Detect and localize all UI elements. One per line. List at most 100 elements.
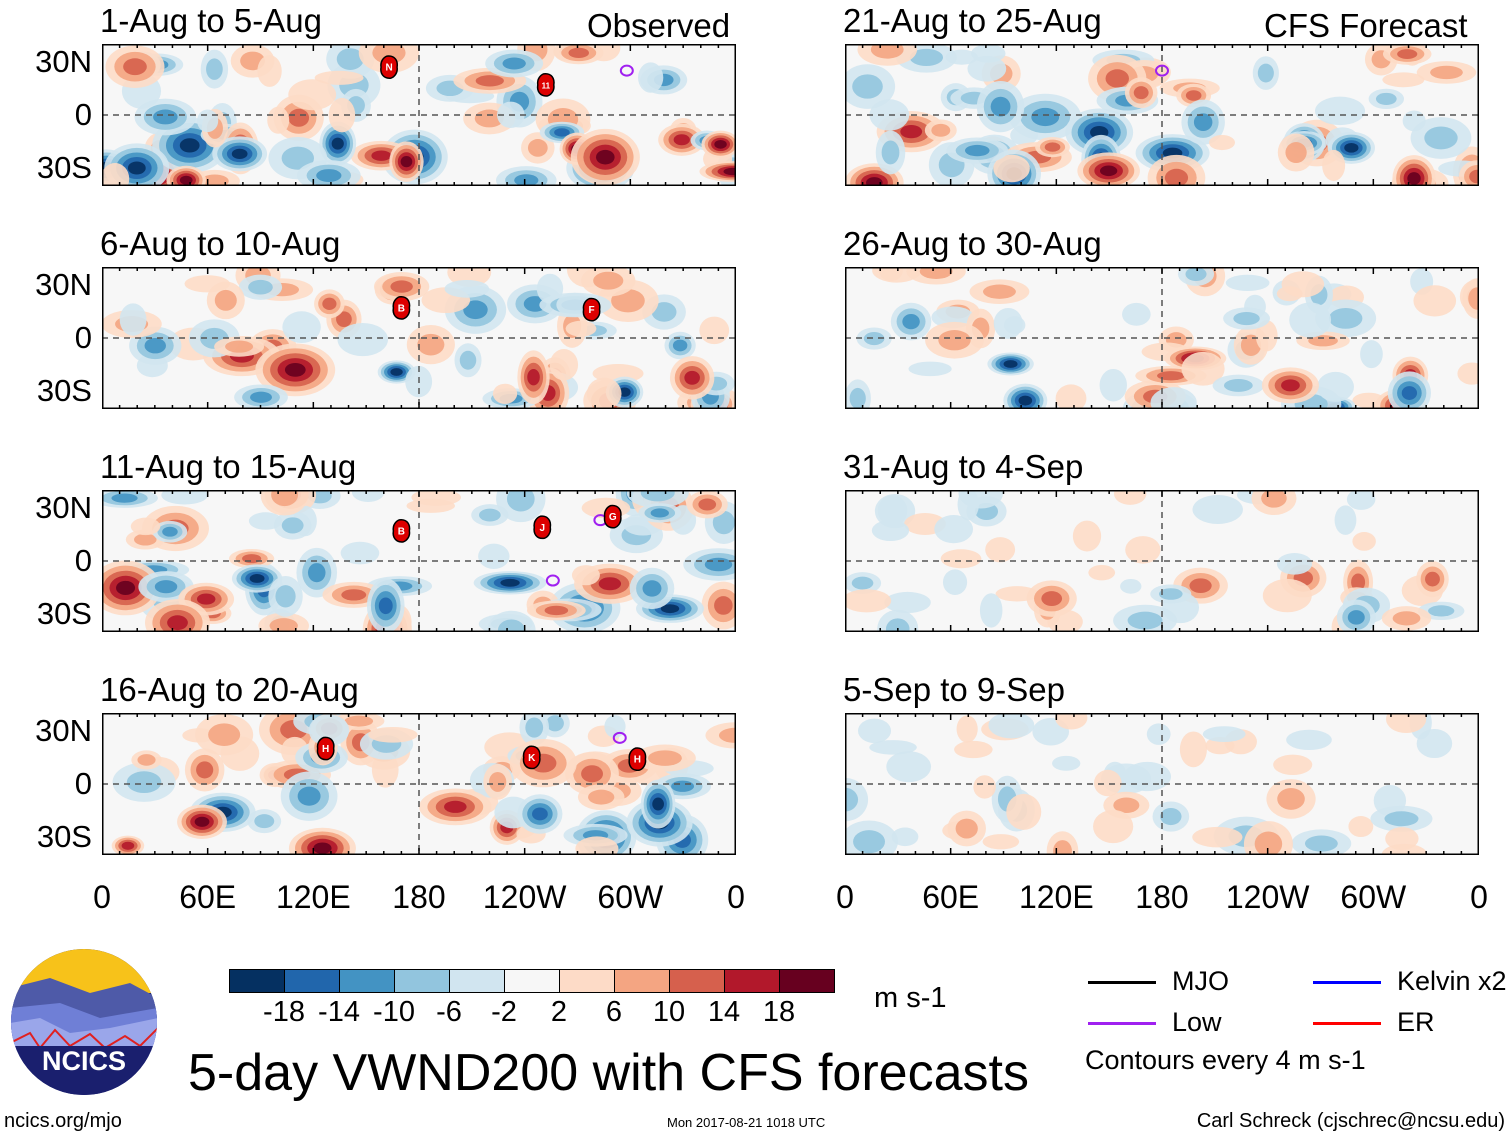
colorbar-tick-label: 6 xyxy=(605,996,623,1028)
anomaly-contour xyxy=(492,383,518,404)
anomaly-contour xyxy=(866,177,883,186)
anomaly-contour xyxy=(878,267,903,281)
lon-label: 120W xyxy=(482,879,567,915)
anomaly-contour xyxy=(1053,840,1072,855)
low-contour xyxy=(619,64,634,77)
panel-title: 21-Aug to 25-Aug xyxy=(843,2,1102,39)
anomaly-contour xyxy=(1179,731,1207,768)
anomaly-contour xyxy=(297,786,321,806)
anomaly-contour xyxy=(288,79,337,111)
footer-url[interactable]: ncics.org/mjo xyxy=(4,1110,122,1132)
anomaly-contour xyxy=(1003,360,1018,368)
anomaly-contour xyxy=(514,174,539,186)
lat-label: 0 xyxy=(74,766,92,801)
anomaly-contour xyxy=(938,330,971,351)
colorbar-tick-label: 14 xyxy=(707,996,741,1028)
anomaly-contour xyxy=(126,771,162,794)
anomaly-contour xyxy=(588,789,615,805)
low-contour xyxy=(1155,64,1169,77)
lat-label: 30S xyxy=(36,150,92,186)
anomaly-contour xyxy=(378,597,393,615)
storm-label: J xyxy=(539,523,545,534)
anomaly-contour xyxy=(196,593,216,605)
anomaly-contour xyxy=(479,508,501,522)
colorbar-swatch xyxy=(780,970,834,992)
anomaly-contour xyxy=(532,807,548,821)
anomaly-contour xyxy=(1346,490,1376,510)
anomaly-contour xyxy=(1375,92,1397,105)
colorbar-tick-label: 18 xyxy=(762,996,796,1028)
anomaly-contour xyxy=(581,765,603,783)
anomaly-contour xyxy=(313,842,332,854)
anomaly-contour xyxy=(1192,495,1243,524)
anomaly-contour xyxy=(1401,386,1418,400)
anomaly-contour xyxy=(549,349,579,381)
anomaly-contour xyxy=(714,140,727,149)
legend-label: ER xyxy=(1397,1007,1435,1037)
storm-label: N xyxy=(385,63,392,74)
anomaly-contour xyxy=(1223,379,1253,392)
panel-title: 1-Aug to 5-Aug xyxy=(100,2,322,39)
anomaly-contour xyxy=(934,514,974,544)
colorbar-swatch xyxy=(450,970,505,992)
anomaly-contour xyxy=(194,816,210,827)
anomaly-contour xyxy=(651,302,677,322)
storm-label: F xyxy=(589,305,595,316)
lat-label: 30S xyxy=(36,819,92,855)
lat-label: 30N xyxy=(35,266,92,302)
anomaly-contour xyxy=(1055,713,1088,730)
anomaly-contour xyxy=(919,267,953,279)
anomaly-contour xyxy=(206,58,223,80)
anomaly-contour xyxy=(1208,134,1235,151)
anomaly-contour xyxy=(390,280,413,293)
anomaly-contour xyxy=(527,369,540,386)
anomaly-contour xyxy=(506,490,535,512)
anomaly-contour xyxy=(546,715,564,732)
anomaly-contour xyxy=(863,332,885,346)
colorbar-swatch xyxy=(615,970,670,992)
lon-label: 120E xyxy=(1018,879,1094,915)
anomaly-contour xyxy=(1099,165,1118,177)
anomaly-contour xyxy=(1202,726,1246,743)
anomaly-contour xyxy=(954,740,993,759)
anomaly-contour xyxy=(1099,368,1127,402)
anomaly-contour xyxy=(1281,271,1325,298)
anomaly-contour xyxy=(1127,611,1163,630)
tropical-cyclone-icon: B xyxy=(392,296,411,320)
anomaly-contour xyxy=(704,557,733,572)
anomaly-contour xyxy=(1157,371,1185,381)
anomaly-contour xyxy=(214,289,237,311)
anomaly-contour xyxy=(123,58,147,76)
low-contour xyxy=(612,731,627,744)
anomaly-contour xyxy=(1041,591,1063,607)
observed-label: Observed xyxy=(587,7,731,44)
anomaly-contour xyxy=(1328,307,1363,329)
anomaly-contour xyxy=(406,498,455,513)
footer-author: Carl Schreck (cjschrec@ncsu.edu) xyxy=(1196,1110,1505,1132)
anomaly-contour xyxy=(249,574,265,583)
tropical-cyclone-icon: H xyxy=(316,736,335,761)
anomaly-contour xyxy=(982,834,1020,850)
storm-label: H xyxy=(634,755,641,766)
anomaly-contour xyxy=(993,308,1023,339)
anomaly-contour xyxy=(638,62,664,93)
anomaly-contour xyxy=(1286,729,1332,751)
lat-label: 30N xyxy=(35,712,92,748)
anomaly-contour xyxy=(845,787,859,812)
anomaly-contour xyxy=(851,576,874,590)
wind-anomaly-field xyxy=(111,713,736,855)
map-panel: B J G xyxy=(102,490,736,632)
anomaly-contour xyxy=(1189,578,1212,594)
anomaly-contour xyxy=(351,490,385,503)
anomaly-contour xyxy=(1193,113,1213,132)
anomaly-contour xyxy=(845,589,892,613)
anomaly-contour xyxy=(869,740,917,755)
anomaly-contour xyxy=(1113,797,1140,813)
colorbar-tick-label: -18 xyxy=(263,996,305,1028)
anomaly-contour xyxy=(250,391,272,403)
anomaly-contour xyxy=(497,619,526,632)
colorbar-tick-label: 2 xyxy=(550,996,568,1028)
anomaly-contour xyxy=(647,750,682,766)
anomaly-contour xyxy=(1185,90,1202,101)
anomaly-contour xyxy=(130,517,161,536)
